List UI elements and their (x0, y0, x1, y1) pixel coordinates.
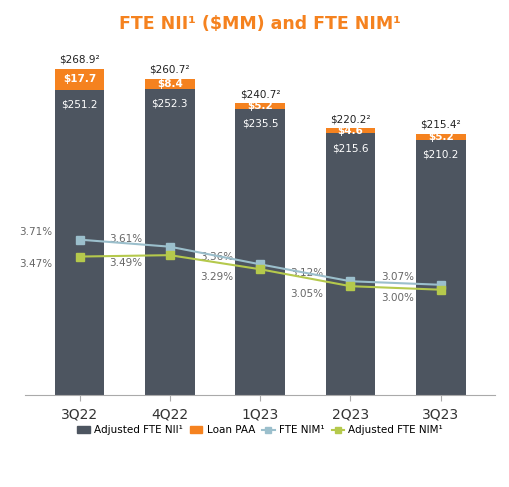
Text: $17.7: $17.7 (63, 75, 96, 84)
Text: $215.6: $215.6 (331, 143, 368, 153)
Text: 3.49%: 3.49% (109, 258, 143, 268)
Text: 3.47%: 3.47% (19, 260, 52, 269)
Text: $252.3: $252.3 (151, 98, 188, 109)
Text: 3.05%: 3.05% (290, 289, 323, 299)
Text: $5.2: $5.2 (427, 132, 453, 142)
Text: $251.2: $251.2 (61, 100, 98, 110)
Text: $8.4: $8.4 (157, 78, 182, 89)
Legend: Adjusted FTE NII¹, Loan PAA, FTE NIM¹, Adjusted FTE NIM¹: Adjusted FTE NII¹, Loan PAA, FTE NIM¹, A… (73, 421, 446, 440)
Text: 3.07%: 3.07% (380, 272, 413, 282)
Text: $235.5: $235.5 (241, 119, 278, 129)
Bar (235, 109, 285, 395)
Text: 3.36%: 3.36% (200, 251, 233, 262)
Bar (415, 140, 465, 395)
Text: $240.7²: $240.7² (239, 89, 280, 99)
Bar (145, 78, 194, 89)
Bar (325, 133, 375, 395)
Text: $215.4²: $215.4² (419, 120, 460, 130)
Bar (145, 89, 194, 395)
Bar (235, 103, 285, 109)
Bar (415, 133, 465, 140)
Title: FTE NII¹ ($MM) and FTE NIM¹: FTE NII¹ ($MM) and FTE NIM¹ (119, 15, 400, 33)
Text: 3.71%: 3.71% (19, 227, 52, 237)
Bar (54, 90, 104, 395)
Text: $260.7²: $260.7² (149, 65, 190, 75)
Text: 3.12%: 3.12% (290, 268, 323, 279)
Text: $268.9²: $268.9² (59, 55, 100, 65)
Text: $5.2: $5.2 (247, 101, 272, 111)
Text: 3.61%: 3.61% (109, 234, 143, 244)
Bar (325, 128, 375, 133)
Text: $220.2²: $220.2² (330, 114, 370, 124)
Text: 3.29%: 3.29% (200, 272, 233, 282)
Bar (54, 69, 104, 90)
Text: $210.2: $210.2 (422, 150, 458, 160)
Text: $4.6: $4.6 (337, 126, 363, 135)
Text: 3.00%: 3.00% (380, 293, 413, 302)
